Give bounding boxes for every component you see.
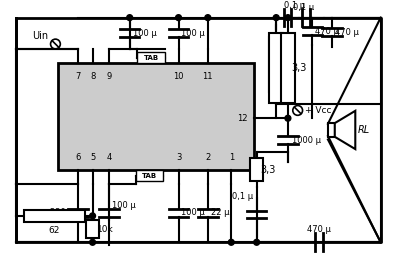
Circle shape	[285, 115, 291, 121]
Text: 0,1 μ: 0,1 μ	[232, 192, 253, 201]
Text: 8: 8	[90, 72, 95, 81]
Circle shape	[228, 239, 234, 245]
Bar	[269, 33, 283, 103]
Bar	[281, 33, 295, 103]
Text: 62: 62	[49, 226, 60, 235]
Text: 1: 1	[229, 153, 234, 162]
Text: 470 μ: 470 μ	[307, 226, 331, 234]
Circle shape	[205, 15, 211, 21]
Bar	[58, 62, 254, 170]
Text: 3,3: 3,3	[280, 63, 296, 73]
Text: 10: 10	[173, 72, 184, 81]
Text: 3: 3	[176, 153, 181, 162]
Text: 4: 4	[106, 153, 112, 162]
Circle shape	[127, 15, 133, 21]
Text: 100 μ: 100 μ	[133, 29, 156, 38]
Text: 3,3: 3,3	[292, 63, 307, 73]
Text: 6: 6	[75, 153, 81, 162]
Text: 7: 7	[75, 72, 81, 81]
Text: 470 μ: 470 μ	[315, 27, 339, 36]
Text: 22 μ: 22 μ	[211, 209, 229, 217]
Text: 12: 12	[237, 114, 248, 123]
Bar	[328, 123, 335, 137]
Text: 100 μ: 100 μ	[182, 29, 205, 38]
Text: + Vcc: + Vcc	[306, 106, 332, 115]
Text: 2: 2	[205, 153, 210, 162]
Text: 3,3: 3,3	[260, 165, 276, 174]
Circle shape	[254, 239, 260, 245]
Text: 470 μ: 470 μ	[335, 28, 359, 37]
Text: TAB: TAB	[144, 55, 159, 61]
Circle shape	[90, 239, 96, 245]
Bar	[24, 210, 85, 222]
Text: Uin: Uin	[32, 31, 48, 41]
Polygon shape	[335, 111, 355, 149]
Text: 11: 11	[202, 72, 213, 81]
Text: 220 μ: 220 μ	[50, 209, 74, 217]
Text: 0,1 μ: 0,1 μ	[293, 3, 314, 12]
Text: 0,1 μ: 0,1 μ	[284, 1, 305, 10]
Text: 1000 μ: 1000 μ	[292, 136, 321, 145]
Circle shape	[273, 15, 279, 21]
Bar	[269, 37, 283, 92]
Circle shape	[176, 15, 182, 21]
Text: 100 μ: 100 μ	[182, 209, 205, 217]
Text: 9: 9	[106, 72, 112, 81]
Text: TAB: TAB	[142, 173, 157, 179]
Text: 5: 5	[90, 153, 95, 162]
Text: 3,3: 3,3	[280, 59, 296, 70]
Circle shape	[90, 213, 96, 219]
Text: RL: RL	[358, 125, 370, 135]
Circle shape	[285, 15, 291, 21]
Bar	[86, 220, 100, 238]
Bar	[250, 157, 264, 181]
Text: 100 μ: 100 μ	[112, 201, 136, 210]
Bar	[138, 52, 165, 63]
Text: 10k: 10k	[96, 225, 113, 234]
Bar	[136, 170, 163, 181]
